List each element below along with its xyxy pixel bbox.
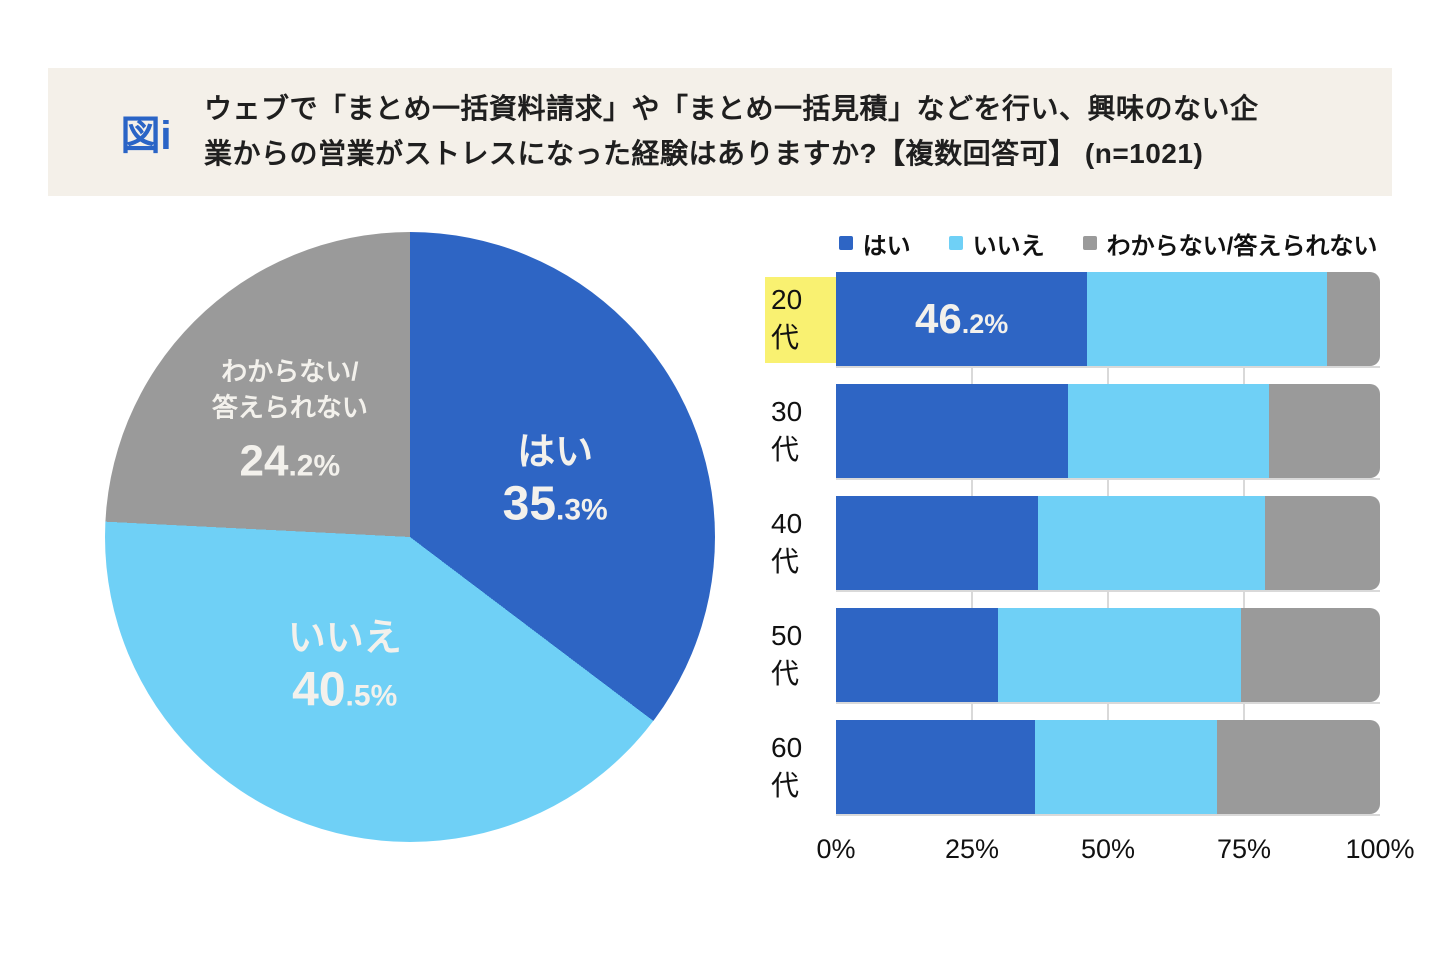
category-label: 60代 (771, 732, 803, 801)
category-label: 30代 (771, 396, 803, 465)
figure-label: 図i (120, 114, 172, 158)
legend-swatch (838, 236, 853, 250)
bar-segment: 46.2% (836, 272, 1088, 366)
pie-slice-name: はい (517, 431, 594, 474)
axis-tick-label: 100% (1345, 834, 1415, 864)
bar-segment (1037, 496, 1266, 590)
value-decimal: .5% (345, 680, 398, 714)
legend-swatch (948, 236, 963, 250)
category-cell: 20代 (765, 272, 836, 368)
chart-legend: はい いいえ わからない/答えられない (836, 226, 1380, 260)
bar-track: 46.2% (836, 272, 1380, 368)
legend-label: わからない/答えられない (1106, 232, 1378, 260)
bar-segment (836, 384, 1068, 478)
bar-track (836, 384, 1380, 480)
value-decimal: .2% (288, 448, 341, 482)
axis-tick-label: 0% (816, 834, 856, 864)
bar-segment (1327, 272, 1380, 366)
bar-row: 20代 46.2% (765, 272, 1380, 368)
bar-segment (836, 608, 998, 702)
question-header: 図i ウェブで「まとめ一括資料請求」や「まとめ一括見積」などを行い、興味のない企… (48, 68, 1392, 196)
bar-plot: 20代 46.2% 30代 40代 50代 60代 (765, 272, 1380, 816)
legend-item: いいえ (948, 226, 1045, 261)
bar-row: 60代 (765, 720, 1380, 816)
pie-slice-value: 24.2% (212, 436, 368, 487)
value-integer: 46 (915, 295, 962, 342)
legend-item: はい (838, 226, 911, 261)
pie-chart: はい 35.3% いいえ 40.5% わからない/ 答えられない 24.2% (105, 232, 715, 842)
bar-segment (1265, 496, 1380, 590)
bar-track (836, 608, 1380, 704)
bar-value-label: 46.2% (915, 295, 1008, 343)
pie-slice-label: わからない/ 答えられない 24.2% (212, 353, 368, 486)
axis-tick-label: 75% (1216, 834, 1272, 864)
bar-segment (1216, 720, 1380, 814)
bar-segment (1269, 384, 1380, 478)
legend-label: はい (862, 232, 911, 260)
value-integer: 40 (292, 664, 346, 718)
bar-segment (1087, 272, 1328, 366)
bar-segment (997, 608, 1241, 702)
pie-slice-label: はい 35.3% (503, 430, 608, 533)
legend-swatch (1082, 236, 1097, 250)
bar-segment (1067, 384, 1269, 478)
x-axis: 0% 25% 50% 75% 100% (816, 826, 1414, 868)
category-label-highlighted: 20代 (765, 277, 836, 363)
category-cell: 40代 (765, 496, 836, 592)
bar-row: 50代 (765, 608, 1380, 704)
bar-track (836, 720, 1380, 816)
stacked-bar-chart: はい いいえ わからない/答えられない 20代 46.2% 30代 40代 50代 60代 0… (765, 226, 1415, 868)
question-title: ウェブで「まとめ一括資料請求」や「まとめ一括見積」などを行い、興味のない企 業か… (204, 93, 1259, 169)
legend-label: いいえ (972, 232, 1045, 260)
bar-segment (1240, 608, 1380, 702)
category-cell: 60代 (765, 720, 836, 816)
pie-slice-name: いいえ (287, 617, 402, 660)
bar-segment (836, 720, 1035, 814)
pie-slice-label: いいえ 40.5% (288, 616, 402, 719)
pie-circle (105, 232, 715, 842)
value-decimal: .3% (556, 494, 608, 528)
axis-tick-label: 25% (944, 834, 1000, 864)
category-label: 40代 (771, 508, 803, 577)
category-cell: 50代 (765, 608, 836, 704)
bar-segment (836, 496, 1038, 590)
pie-slice-value: 40.5% (288, 663, 402, 718)
pie-slice-name: わからない/ 答えられない (211, 356, 368, 423)
bar-segment (1034, 720, 1217, 814)
value-integer: 24 (239, 435, 289, 485)
legend-item: わからない/答えられない (1082, 226, 1378, 261)
bar-track (836, 496, 1380, 592)
value-integer: 35 (502, 478, 557, 532)
bar-row: 30代 (765, 384, 1380, 480)
value-decimal: .2% (961, 309, 1009, 339)
bar-row: 40代 (765, 496, 1380, 592)
pie-slice-value: 35.3% (503, 477, 608, 532)
axis-tick-label: 50% (1080, 834, 1136, 864)
category-cell: 30代 (765, 384, 836, 480)
category-label: 50代 (771, 620, 803, 689)
